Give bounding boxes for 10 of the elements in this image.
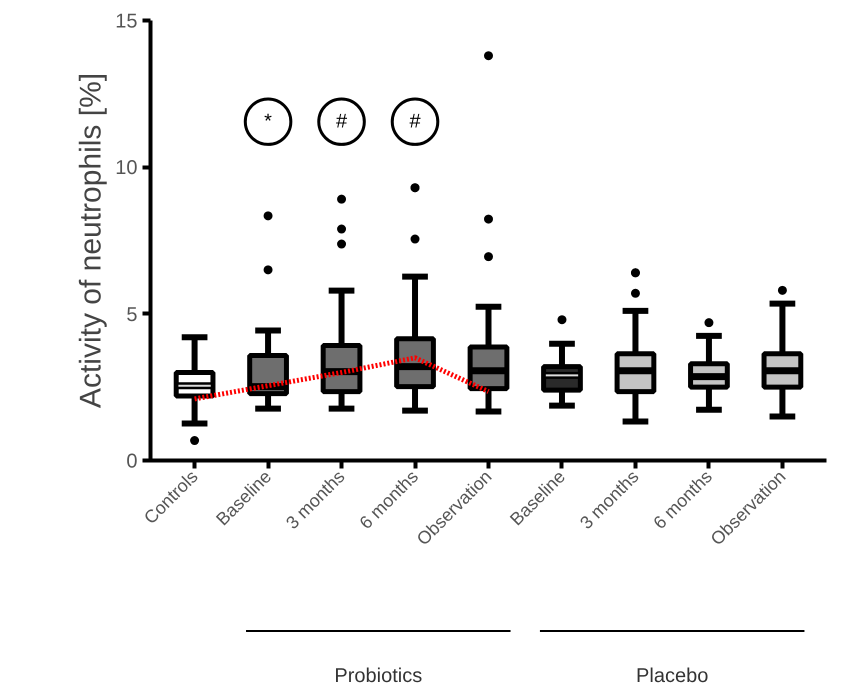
y-tick-label: 10	[115, 157, 138, 180]
annotation: #	[336, 110, 348, 133]
text: Probiotics	[334, 665, 422, 687]
text: Placebo	[636, 665, 708, 687]
annotation: #	[409, 110, 422, 133]
y-tick-label: 15	[115, 10, 138, 32]
y-tick-label: 5	[126, 304, 138, 326]
y-tick-label: 0	[126, 450, 138, 472]
annotation: *	[264, 110, 272, 133]
y-axis-title: Activity of neutrophils [%]	[74, 72, 108, 408]
